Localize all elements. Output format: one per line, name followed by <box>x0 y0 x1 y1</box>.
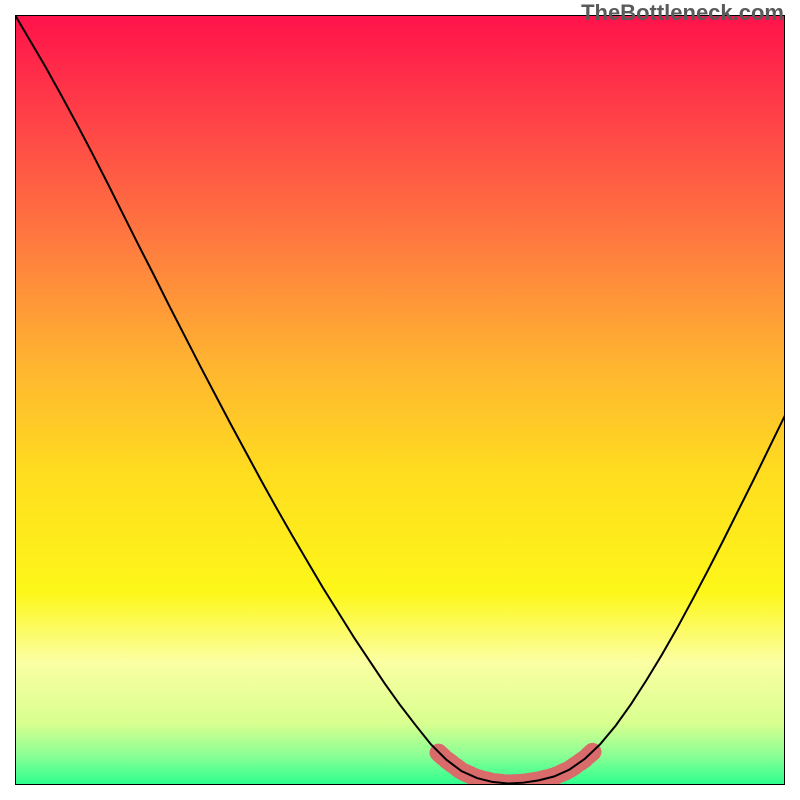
chart-svg <box>15 15 785 785</box>
chart-stage: TheBottleneck.com <box>0 0 800 800</box>
plot-area <box>15 15 785 785</box>
watermark-text: TheBottleneck.com <box>581 0 784 26</box>
gradient-background <box>15 15 785 785</box>
